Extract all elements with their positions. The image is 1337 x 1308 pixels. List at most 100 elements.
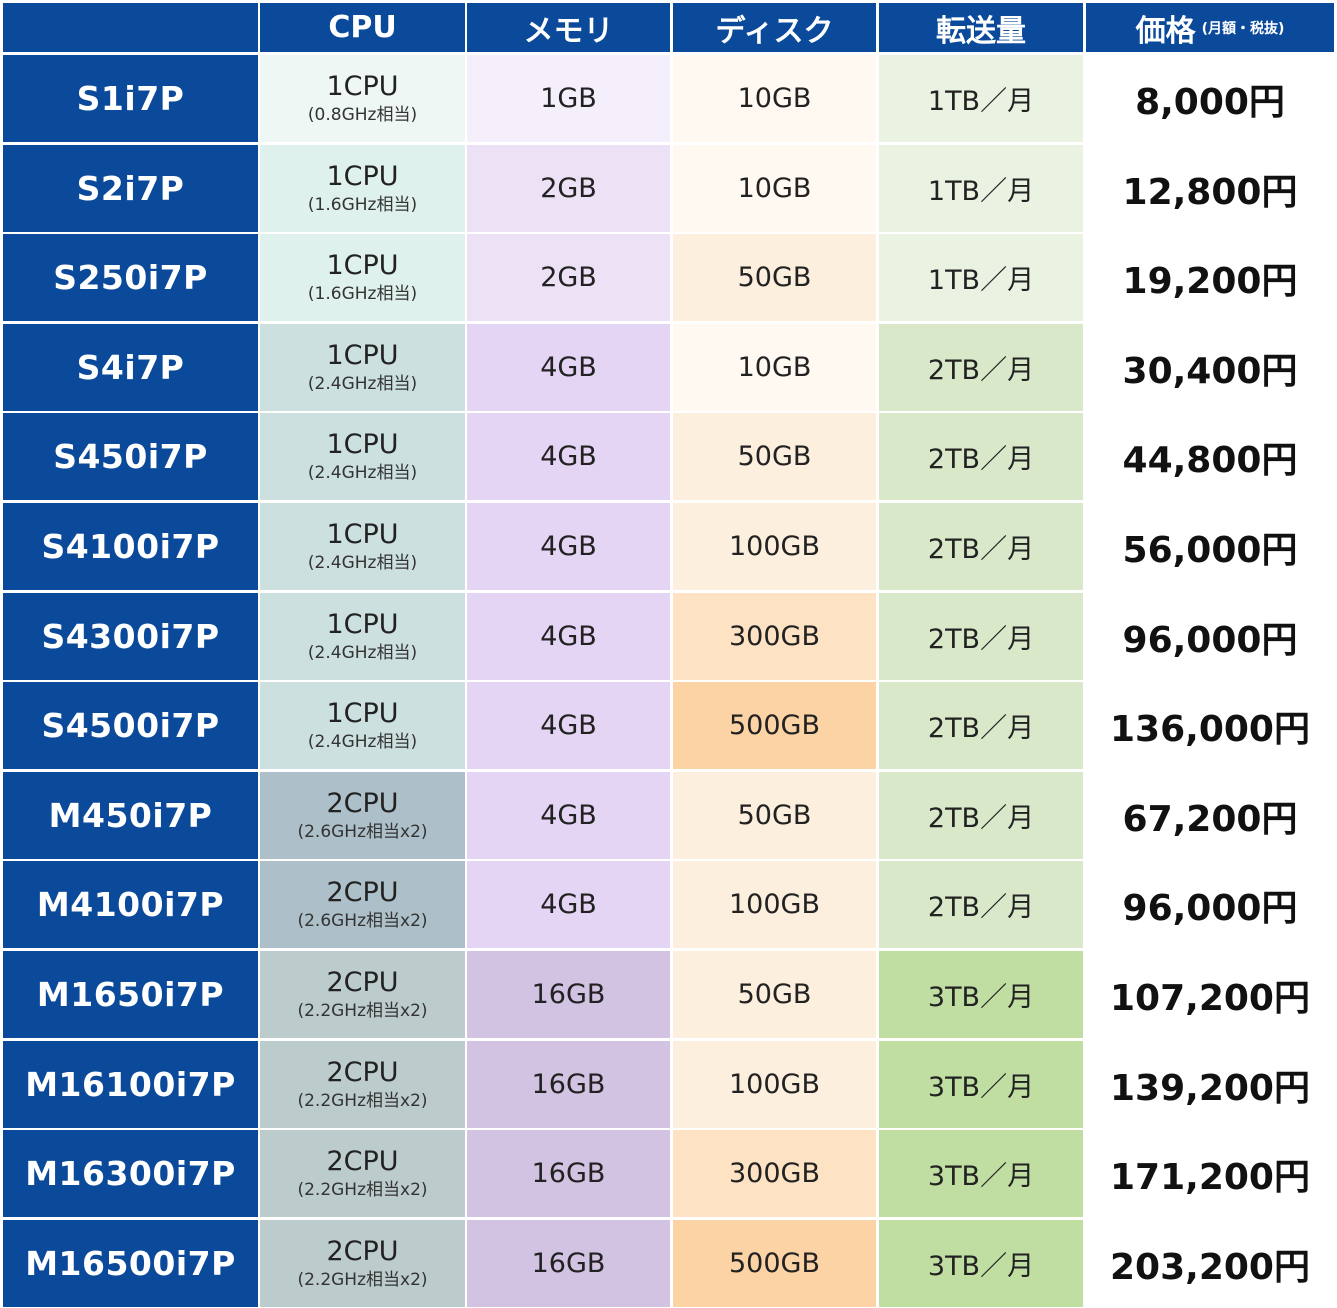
transfer-value: 2TB／月 xyxy=(927,892,1035,923)
transfer-value: 3TB／月 xyxy=(927,1072,1035,1103)
cpu-clock-note: (1.6GHz相当) xyxy=(307,194,418,215)
plan-name-cell: S4i7P xyxy=(3,324,258,411)
cpu-cell: 2CPU (2.2GHz相当x2) xyxy=(260,1130,465,1217)
plan-name-cell: S2i7P xyxy=(3,145,258,232)
cpu-clock-note: (1.6GHz相当) xyxy=(307,283,418,304)
cpu-count: 1CPU xyxy=(326,160,399,192)
disk-value: 100GB xyxy=(729,889,820,920)
transfer-value: 1TB／月 xyxy=(927,176,1035,207)
transfer-value: 2TB／月 xyxy=(927,534,1035,565)
cpu-cell: 1CPU (2.4GHz相当) xyxy=(260,503,465,590)
plan-name: S250i7P xyxy=(53,258,208,297)
disk-cell: 10GB xyxy=(673,145,876,232)
disk-value: 500GB xyxy=(729,1248,820,1279)
header-corner xyxy=(3,3,258,52)
disk-value: 50GB xyxy=(737,441,812,472)
cpu-cell: 1CPU (0.8GHz相当) xyxy=(260,55,465,142)
plan-name-cell: S4500i7P xyxy=(3,682,258,769)
price-cell: 96,000円 xyxy=(1086,861,1334,948)
plan-name-cell: M1650i7P xyxy=(3,951,258,1038)
header-price-note: (月額・税抜) xyxy=(1201,20,1285,37)
cpu-cell: 2CPU (2.6GHz相当x2) xyxy=(260,861,465,948)
plan-name: S2i7P xyxy=(76,169,185,208)
disk-value: 500GB xyxy=(729,710,820,741)
cpu-count: 2CPU xyxy=(326,787,399,819)
price-cell: 8,000円 xyxy=(1086,55,1334,142)
memory-value: 2GB xyxy=(540,262,597,293)
disk-value: 10GB xyxy=(737,352,812,383)
memory-cell: 16GB xyxy=(467,1130,670,1217)
disk-value: 50GB xyxy=(737,979,812,1010)
memory-cell: 16GB xyxy=(467,1041,670,1128)
memory-cell: 16GB xyxy=(467,951,670,1038)
price-value: 19,200円 xyxy=(1122,260,1298,302)
plan-name: S4300i7P xyxy=(41,617,220,656)
transfer-cell: 1TB／月 xyxy=(879,145,1083,232)
transfer-cell: 3TB／月 xyxy=(879,1220,1083,1307)
price-cell: 136,000円 xyxy=(1086,682,1334,769)
plan-name-cell: S1i7P xyxy=(3,55,258,142)
transfer-cell: 2TB／月 xyxy=(879,682,1083,769)
memory-value: 1GB xyxy=(540,83,597,114)
cpu-cell: 1CPU (2.4GHz相当) xyxy=(260,593,465,680)
memory-cell: 4GB xyxy=(467,413,670,500)
plan-name-cell: S4100i7P xyxy=(3,503,258,590)
price-cell: 203,200円 xyxy=(1086,1220,1334,1307)
disk-value: 100GB xyxy=(729,531,820,562)
price-value: 96,000円 xyxy=(1122,887,1298,929)
price-cell: 139,200円 xyxy=(1086,1041,1334,1128)
price-cell: 19,200円 xyxy=(1086,234,1334,321)
transfer-value: 2TB／月 xyxy=(927,444,1035,475)
plan-name: M16500i7P xyxy=(25,1244,236,1283)
disk-value: 300GB xyxy=(729,1158,820,1189)
plan-name-cell: M16300i7P xyxy=(3,1130,258,1217)
cpu-count: 1CPU xyxy=(326,608,399,640)
price-value: 8,000円 xyxy=(1135,81,1285,123)
disk-cell: 300GB xyxy=(673,1130,876,1217)
header-price-label: 価格 xyxy=(1135,13,1196,49)
memory-cell: 4GB xyxy=(467,861,670,948)
disk-cell: 300GB xyxy=(673,593,876,680)
cpu-clock-note: (2.6GHz相当x2) xyxy=(297,821,428,842)
transfer-value: 3TB／月 xyxy=(927,982,1035,1013)
price-cell: 171,200円 xyxy=(1086,1130,1334,1217)
transfer-cell: 2TB／月 xyxy=(879,413,1083,500)
price-cell: 56,000円 xyxy=(1086,503,1334,590)
transfer-cell: 2TB／月 xyxy=(879,593,1083,680)
price-value: 96,000円 xyxy=(1122,619,1298,661)
memory-value: 4GB xyxy=(540,531,597,562)
transfer-cell: 1TB／月 xyxy=(879,234,1083,321)
cpu-cell: 1CPU (1.6GHz相当) xyxy=(260,234,465,321)
plan-name-cell: M450i7P xyxy=(3,772,258,859)
price-cell: 12,800円 xyxy=(1086,145,1334,232)
price-value: 30,400円 xyxy=(1122,350,1298,392)
cpu-count: 1CPU xyxy=(326,70,399,102)
disk-value: 10GB xyxy=(737,173,812,204)
price-value: 171,200円 xyxy=(1110,1156,1310,1198)
memory-value: 4GB xyxy=(540,621,597,652)
transfer-cell: 3TB／月 xyxy=(879,951,1083,1038)
cpu-count: 2CPU xyxy=(326,876,399,908)
plan-name-cell: M16100i7P xyxy=(3,1041,258,1128)
price-cell: 96,000円 xyxy=(1086,593,1334,680)
price-value: 12,800円 xyxy=(1122,171,1298,213)
header-memory-label: メモリ xyxy=(523,13,614,49)
plan-name: S450i7P xyxy=(53,437,208,476)
cpu-cell: 1CPU (1.6GHz相当) xyxy=(260,145,465,232)
disk-value: 300GB xyxy=(729,621,820,652)
cpu-cell: 1CPU (2.4GHz相当) xyxy=(260,324,465,411)
price-value: 67,200円 xyxy=(1122,798,1298,840)
price-value: 203,200円 xyxy=(1110,1246,1310,1288)
memory-value: 4GB xyxy=(540,710,597,741)
memory-cell: 4GB xyxy=(467,593,670,680)
memory-cell: 4GB xyxy=(467,682,670,769)
cpu-clock-note: (2.4GHz相当) xyxy=(307,373,418,394)
disk-cell: 100GB xyxy=(673,861,876,948)
price-value: 56,000円 xyxy=(1122,529,1298,571)
plan-name: S1i7P xyxy=(76,79,185,118)
header-cpu-label: CPU xyxy=(328,10,397,45)
price-cell: 67,200円 xyxy=(1086,772,1334,859)
transfer-value: 1TB／月 xyxy=(927,86,1035,117)
header-transfer: 転送量 xyxy=(879,3,1083,52)
